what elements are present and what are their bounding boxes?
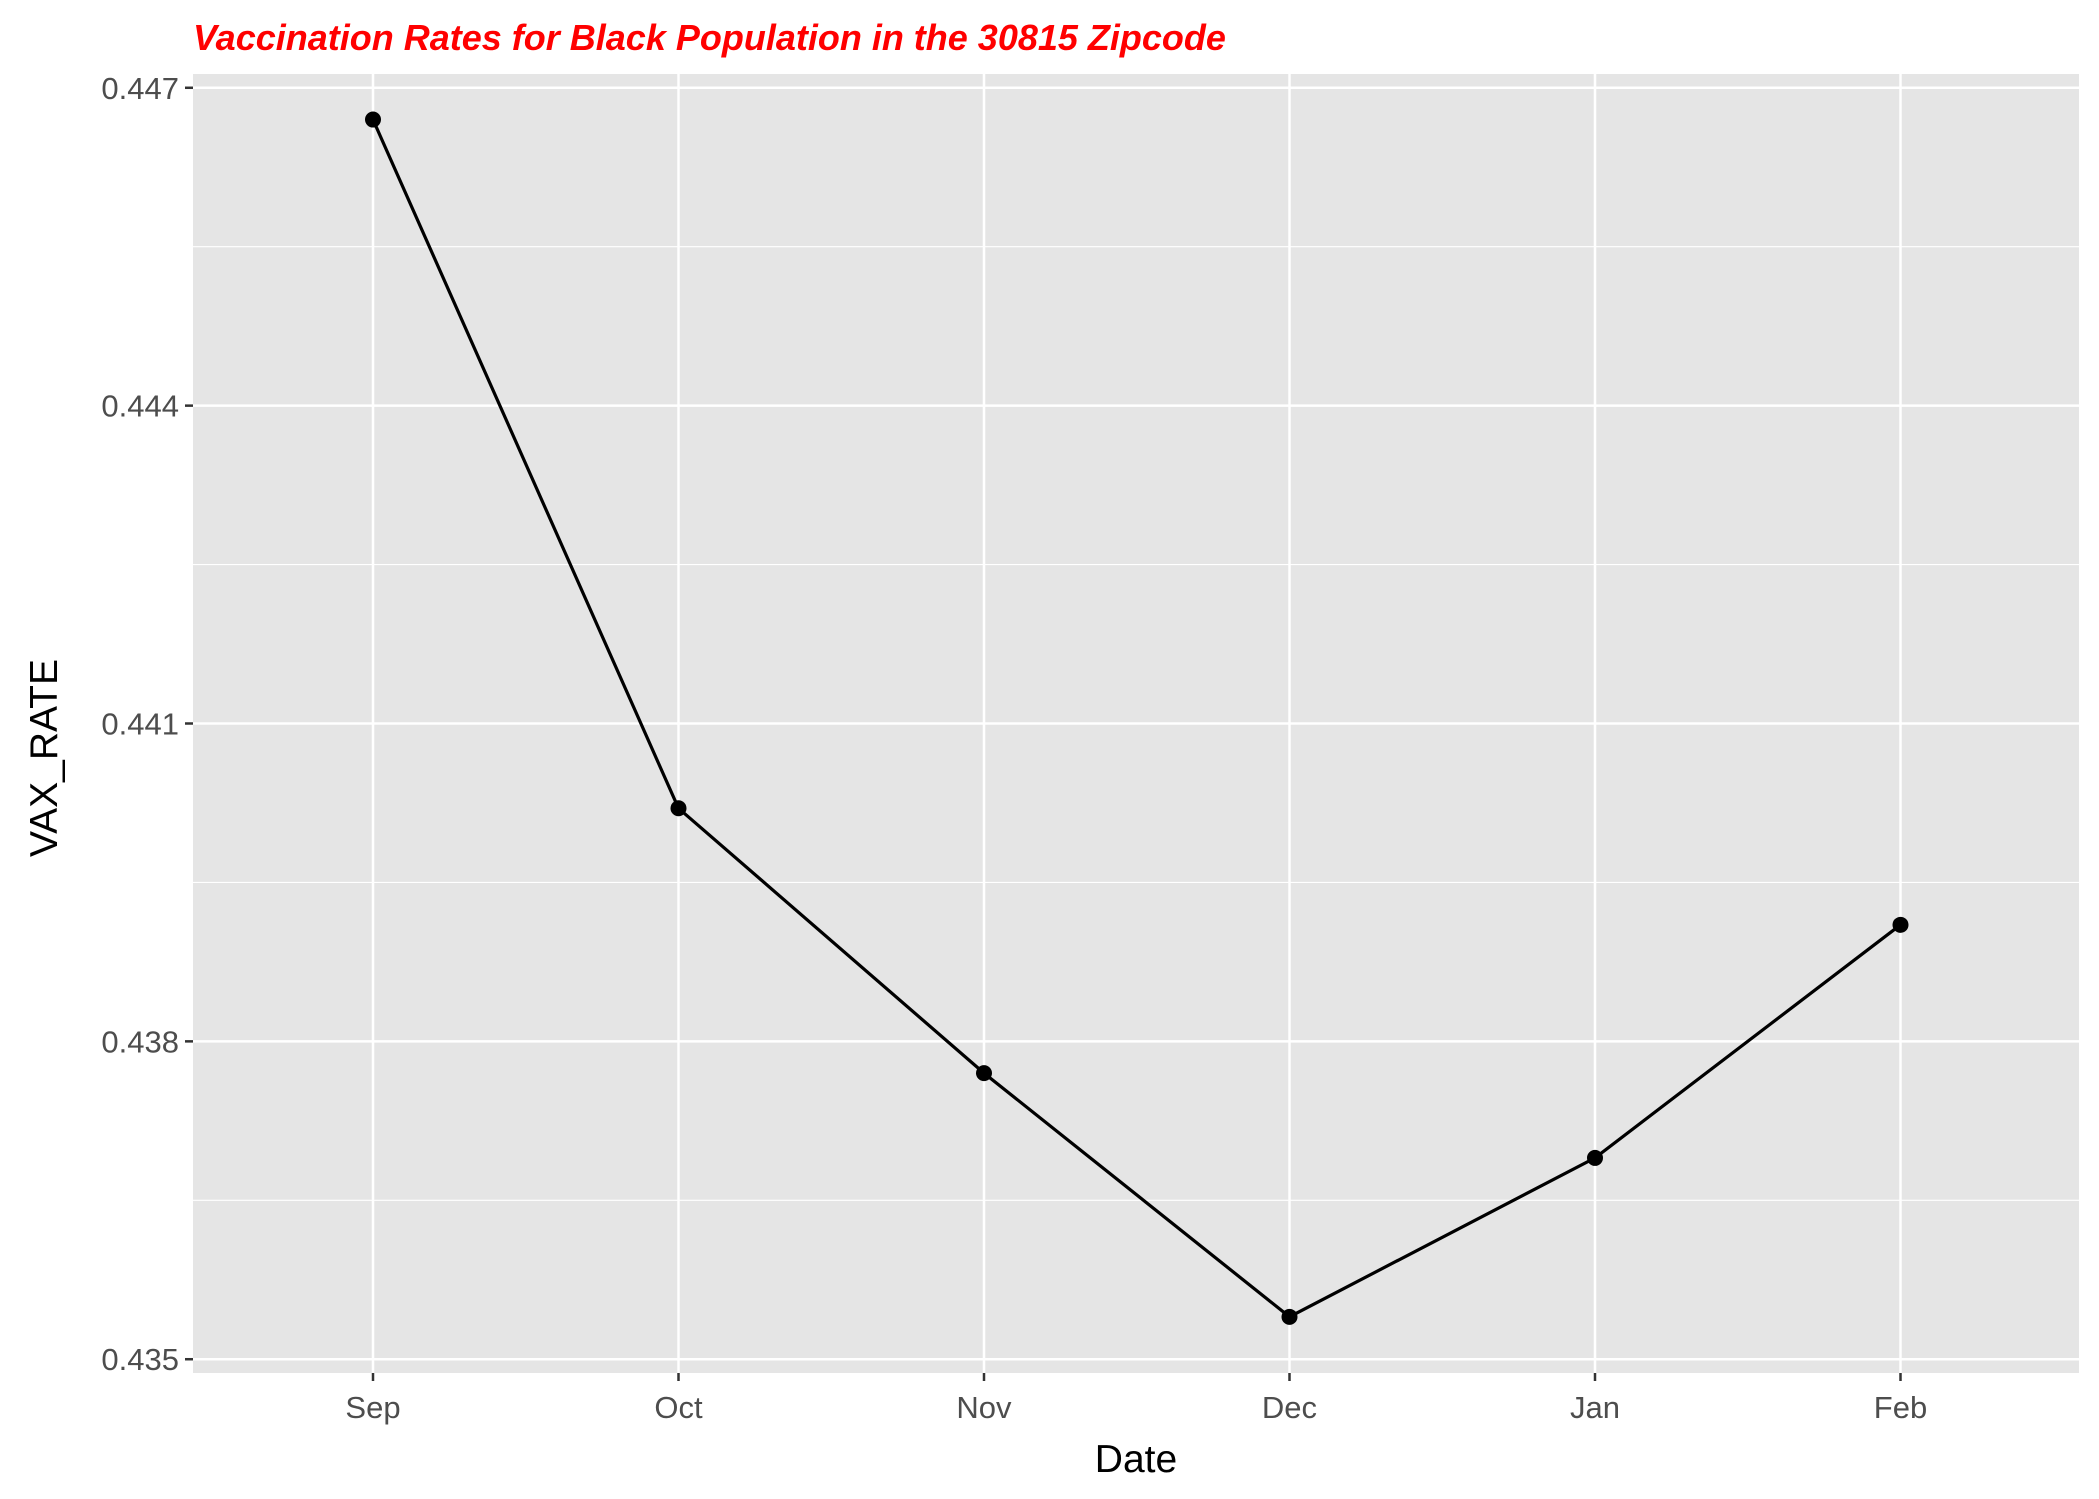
y-tick-label: 0.444 [101,389,179,424]
x-axis-title: Date [1095,1438,1177,1481]
data-point [1587,1149,1603,1166]
chart-title: Vaccination Rates for Black Population i… [193,17,1226,58]
x-tick-label: Oct [654,1390,703,1425]
x-tick-label: Feb [1874,1390,1927,1425]
x-tick-label: Dec [1262,1390,1317,1425]
data-point [1281,1308,1298,1325]
x-axis-tick-labels: Sep Oct Nov Dec Jan Feb [345,1390,1927,1425]
x-tick-label: Nov [956,1390,1012,1425]
y-tick-label: 0.447 [101,71,179,106]
minor-gridlines [193,246,2079,1201]
y-tick-label: 0.438 [101,1024,179,1059]
y-axis-tick-labels: 0.435 0.438 0.441 0.444 0.447 [101,71,179,1377]
axis-ticks [185,86,1902,1381]
series-line [371,118,1902,1319]
x-tick-label: Jan [1570,1390,1620,1425]
data-point [1892,916,1909,933]
series-points [365,111,1909,1325]
y-tick-label: 0.441 [101,707,179,742]
y-axis-title: VAX_RATE [23,659,66,857]
data-point [670,800,687,817]
major-gridlines [193,74,2079,1373]
data-point [976,1065,992,1082]
y-tick-label: 0.435 [101,1342,179,1377]
x-tick-label: Sep [345,1390,400,1425]
data-point [365,111,381,128]
